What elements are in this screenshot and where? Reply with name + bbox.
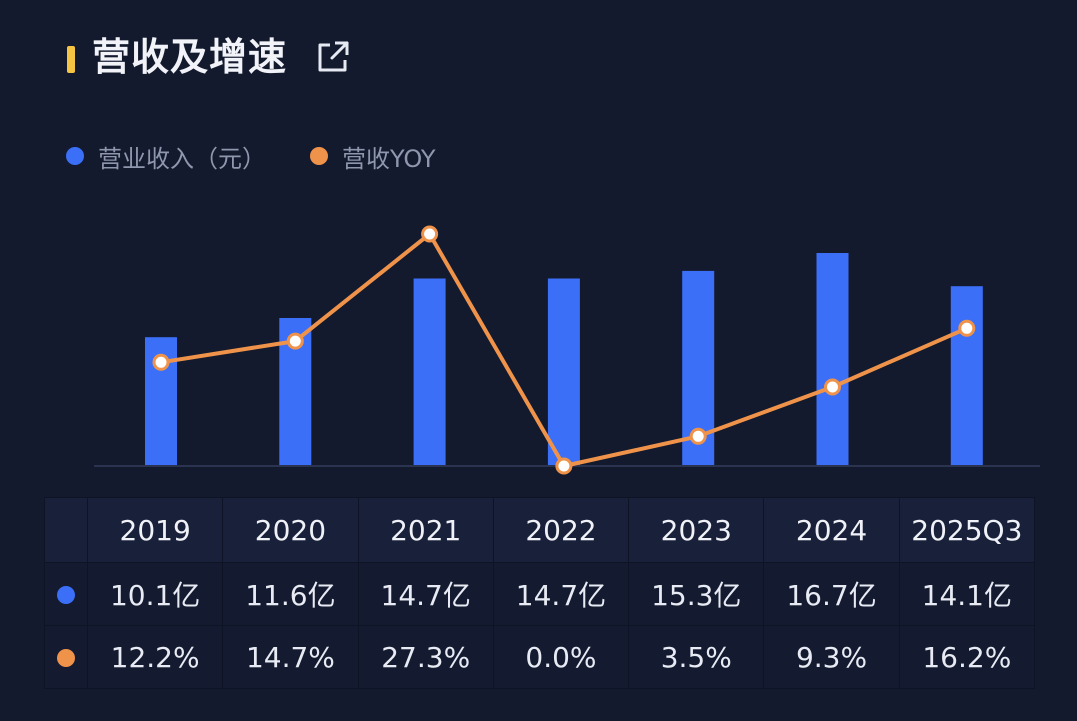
table-cell: 15.3亿 [628,562,765,626]
table-header-cell: 2024 [763,497,900,563]
table-cell: 16.2% [898,625,1036,689]
table-header-cell: 2019 [86,497,224,563]
table-header-row: 2019 2020 2021 2022 2023 2024 2025Q3 [44,497,1036,563]
legend-label-revenue: 营业收入（元） [98,144,266,173]
bar-2022 [547,278,580,466]
table-cell: 16.7亿 [763,562,900,626]
legend-label-yoy: 营收YOY [342,144,436,173]
row-marker-cell [44,562,88,626]
bar-2024 [816,253,849,466]
table-cell: 14.7亿 [357,562,494,626]
bar-2025Q3 [950,286,983,466]
yoy-point-2019 [152,353,170,371]
table-cell: 12.2% [86,625,224,689]
title-accent-bar [67,46,75,73]
table-header-cell: 2022 [492,497,630,563]
legend-dot-revenue [66,147,84,165]
table-cell: 27.3% [357,625,494,689]
table-cell: 0.0% [492,625,630,689]
table-cell: 14.1亿 [898,562,1036,626]
table-header-cell: 2025Q3 [898,497,1036,563]
table-cell: 11.6亿 [222,562,359,626]
table-cell: 9.3% [763,625,900,689]
table-cell: 10.1亿 [86,562,224,626]
revenue-marker-dot [57,585,75,604]
table-row-revenue: 10.1亿 11.6亿 14.7亿 14.7亿 15.3亿 16.7亿 14.1… [44,562,1036,626]
legend-item-revenue[interactable]: 营业收入（元） [66,139,266,173]
table-header-cell: 2021 [357,497,494,563]
legend-item-yoy[interactable]: 营收YOY [310,139,436,173]
table-corner-cell [44,497,88,563]
yoy-point-2025Q3 [958,319,976,337]
yoy-point-2022 [555,457,573,475]
table-cell: 3.5% [628,625,765,689]
bar-2021 [413,278,446,466]
yoy-point-2024 [824,378,841,396]
data-table: 2019 2020 2021 2022 2023 2024 2025Q3 10.… [44,497,1036,689]
legend-dot-yoy [310,147,328,165]
yoy-point-2020 [286,332,304,350]
table-cell: 14.7亿 [492,562,630,626]
chart-title: 营收及增速 [92,35,288,79]
yoy-point-2023 [689,427,707,445]
yoy-marker-dot [57,648,75,667]
table-cell: 14.7% [222,625,359,689]
table-row-yoy: 12.2% 14.7% 27.3% 0.0% 3.5% 9.3% 16.2% [44,625,1036,689]
revenue-chart [94,225,1040,475]
table-header-cell: 2020 [222,497,359,563]
table-header-cell: 2023 [628,497,765,563]
yoy-point-2021 [421,225,439,243]
external-link-icon[interactable] [314,38,352,76]
row-marker-cell [44,625,88,689]
